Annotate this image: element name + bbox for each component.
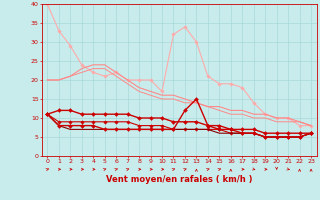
X-axis label: Vent moyen/en rafales ( km/h ): Vent moyen/en rafales ( km/h ) (106, 175, 252, 184)
